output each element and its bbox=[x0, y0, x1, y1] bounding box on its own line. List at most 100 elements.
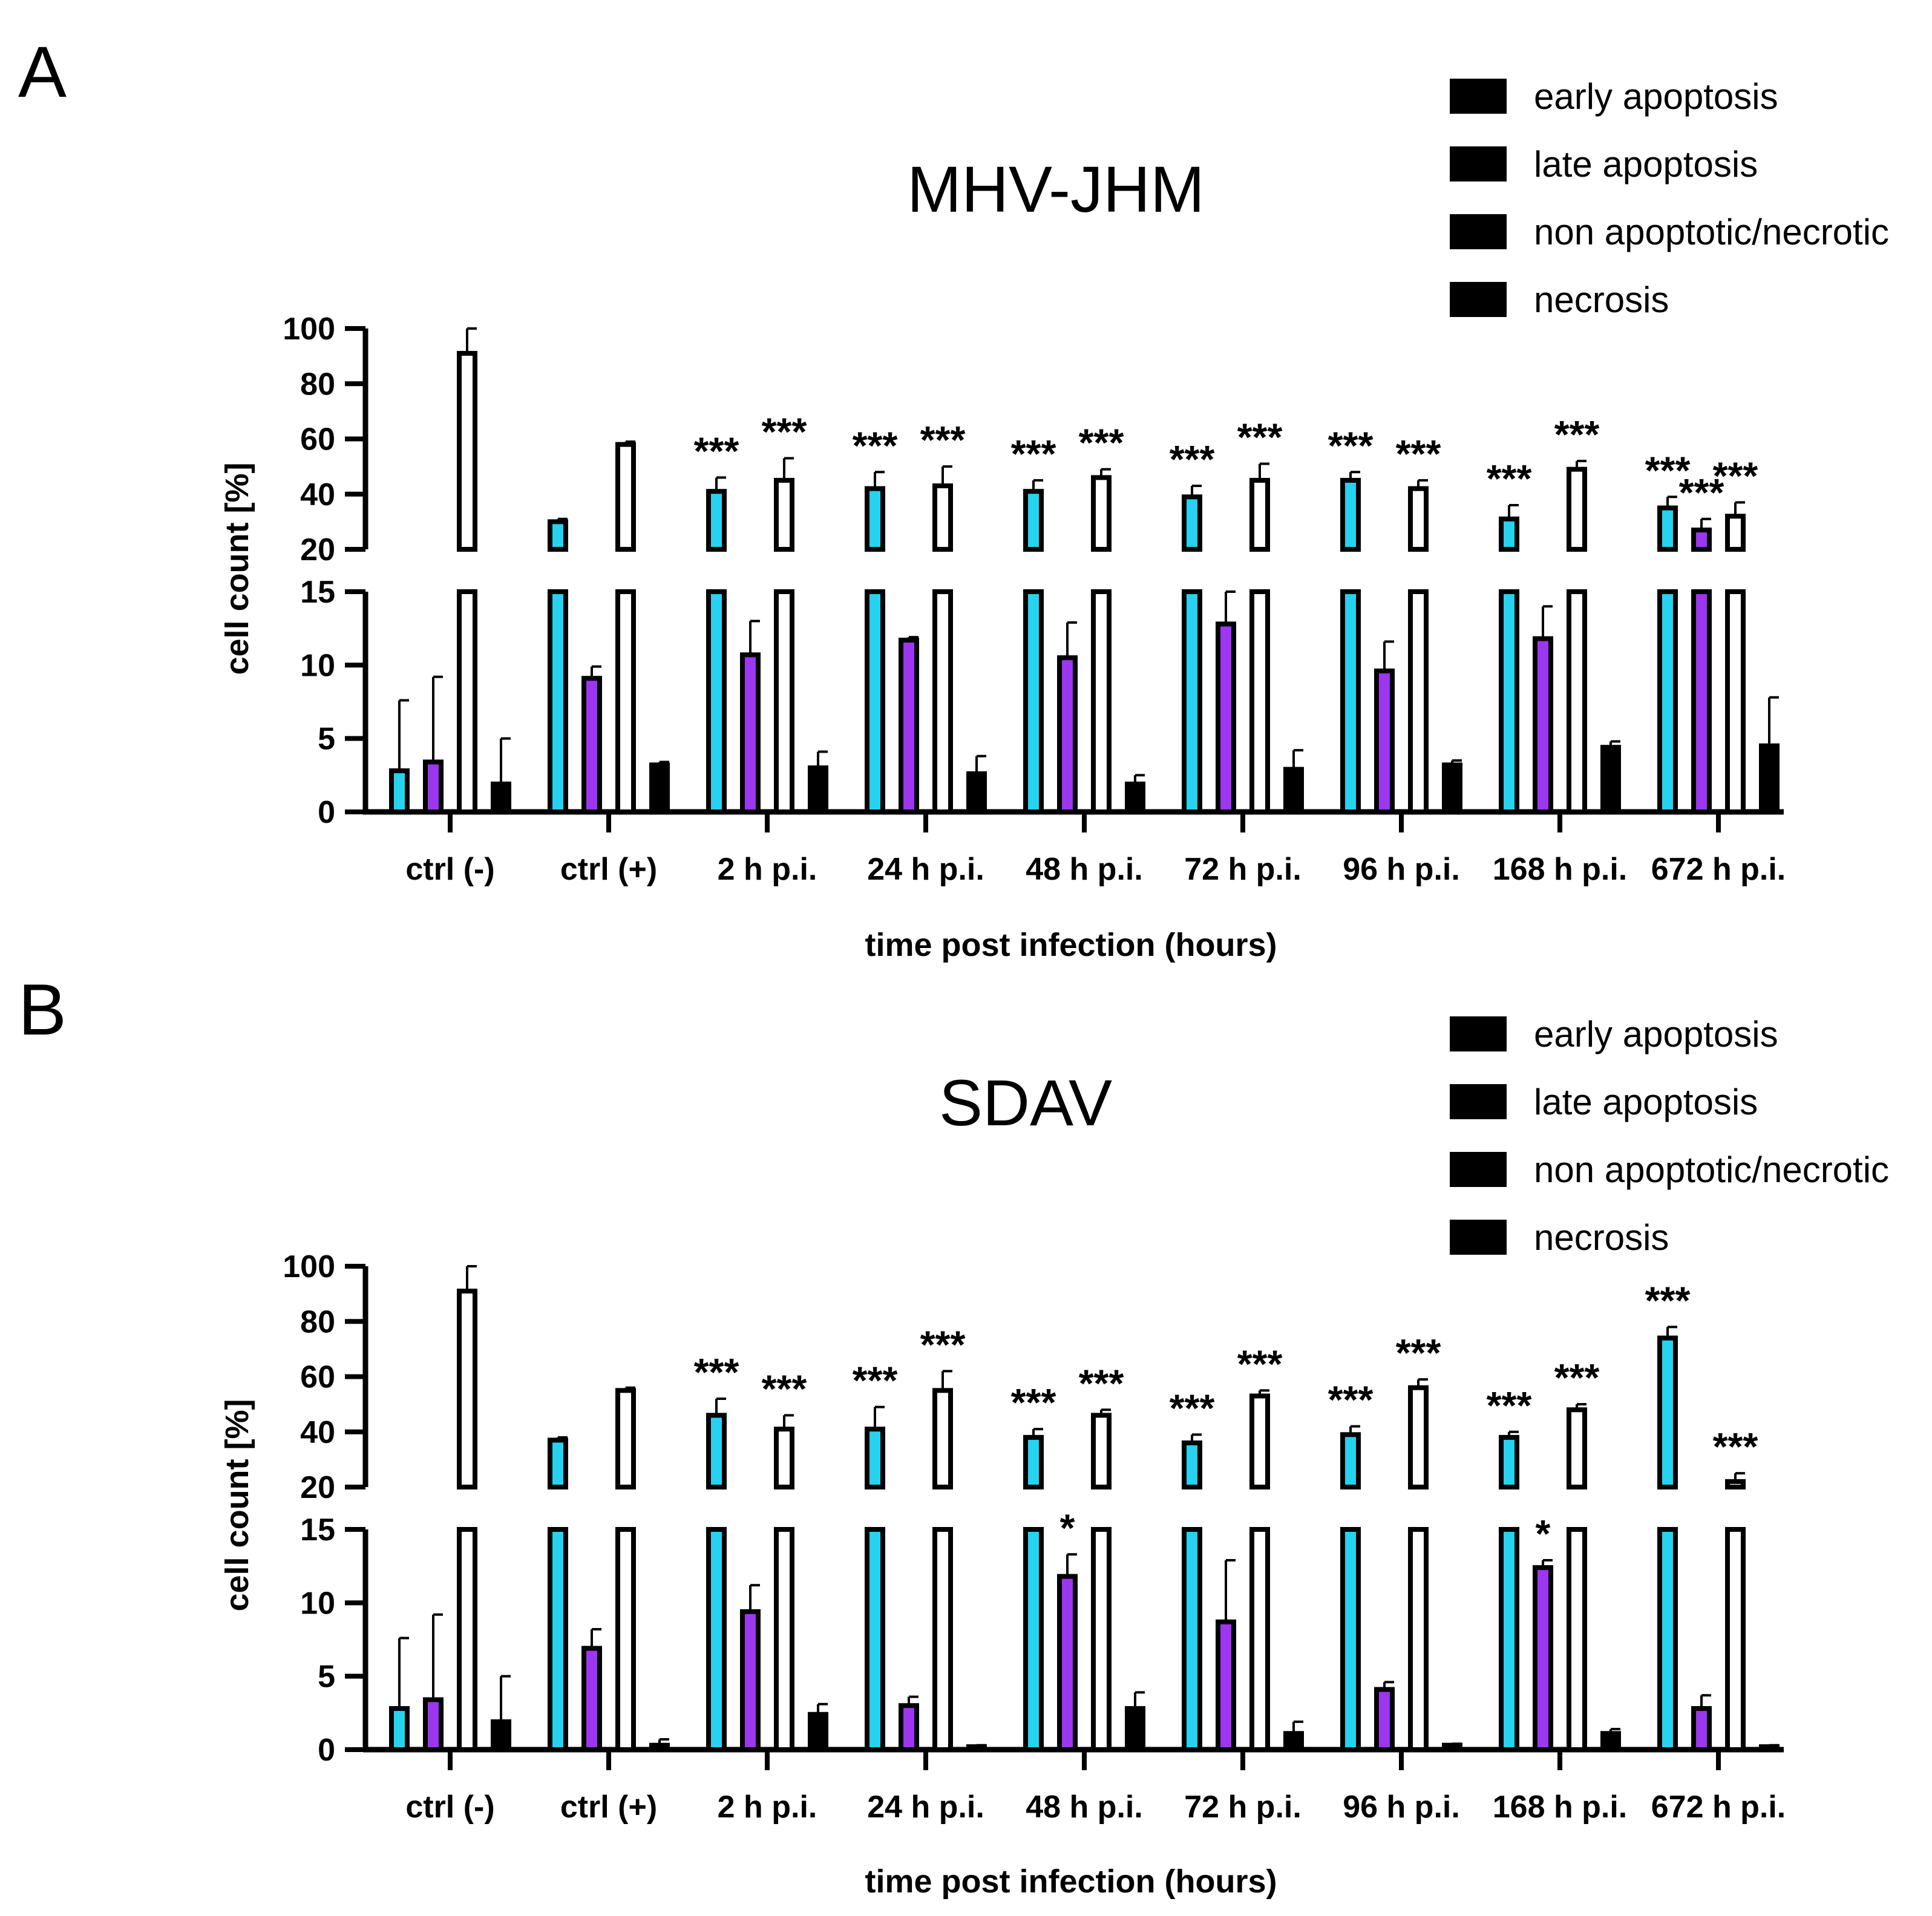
significance-marker: * bbox=[1536, 1512, 1551, 1555]
bar-early-apoptosis bbox=[1657, 589, 1678, 814]
y-tick-label: 0 bbox=[318, 795, 335, 830]
category-label: 2 h p.i. bbox=[718, 1790, 817, 1825]
legend-label-early-apoptosis: early apoptosis bbox=[1534, 1014, 1778, 1054]
bar-early-apoptosis-upper bbox=[548, 1437, 568, 1489]
bar-early-apoptosis bbox=[865, 589, 885, 814]
bar-early-apoptosis bbox=[1182, 1527, 1202, 1752]
bar-early-apoptosis-upper bbox=[1657, 505, 1678, 552]
bar-necrosis bbox=[1600, 745, 1621, 815]
bar-non-apoptotic-necrotic bbox=[1408, 1527, 1429, 1752]
significance-marker: *** bbox=[1328, 1378, 1374, 1422]
bar-late-apoptosis bbox=[740, 652, 761, 814]
y-tick-label: 60 bbox=[300, 422, 335, 457]
bar-late-apoptosis bbox=[1533, 636, 1553, 814]
category-label: 168 h p.i. bbox=[1493, 1790, 1628, 1825]
bar-early-apoptosis bbox=[1340, 589, 1361, 814]
bar-non-apoptotic-necrotic-upper bbox=[615, 442, 636, 552]
bar-late-apoptosis bbox=[1216, 621, 1236, 815]
bar-late-apoptosis bbox=[740, 1609, 761, 1752]
x-axis-label: time post infection (hours) bbox=[865, 927, 1277, 963]
legend-label-early-apoptosis: early apoptosis bbox=[1534, 76, 1778, 117]
bar-late-apoptosis bbox=[581, 676, 602, 814]
bar-early-apoptosis bbox=[1340, 1527, 1361, 1752]
significance-marker: *** bbox=[1079, 421, 1124, 465]
legend-label-non-apoptotic-necrotic: non apoptotic/necrotic bbox=[1534, 1149, 1889, 1190]
category-label: 168 h p.i. bbox=[1493, 852, 1628, 887]
bar-early-apoptosis-upper bbox=[1499, 516, 1519, 552]
y-tick-label: 10 bbox=[300, 1586, 335, 1621]
category-label: 2 h p.i. bbox=[718, 852, 817, 887]
legend-swatch-non-apoptotic-necrotic bbox=[1450, 214, 1507, 249]
significance-marker: *** bbox=[694, 1350, 739, 1394]
bar-early-apoptosis-upper bbox=[1340, 1432, 1361, 1489]
category-label: 672 h p.i. bbox=[1651, 1790, 1786, 1825]
y-axis-label: cell count [%] bbox=[219, 462, 255, 675]
bar-non-apoptotic-necrotic bbox=[1249, 589, 1270, 814]
y-tick-label: 5 bbox=[318, 722, 335, 757]
y-tick-label: 15 bbox=[300, 575, 335, 610]
y-tick-label: 20 bbox=[300, 532, 335, 567]
bar-necrosis bbox=[491, 1719, 511, 1752]
bar-non-apoptotic-necrotic bbox=[774, 589, 794, 814]
bar-necrosis bbox=[966, 771, 987, 814]
significance-marker: *** bbox=[1487, 1384, 1532, 1427]
bar-non-apoptotic-necrotic-upper bbox=[932, 1388, 953, 1489]
bar-necrosis bbox=[1759, 1744, 1780, 1753]
bar-non-apoptotic-necrotic-upper bbox=[1091, 1413, 1112, 1489]
significance-marker: *** bbox=[762, 410, 807, 453]
bar-non-apoptotic-necrotic-upper bbox=[1567, 1407, 1587, 1489]
y-tick-label: 40 bbox=[300, 477, 335, 512]
bar-non-apoptotic-necrotic bbox=[1408, 589, 1429, 814]
bar-early-apoptosis bbox=[706, 589, 727, 814]
significance-marker: *** bbox=[920, 418, 966, 462]
significance-marker: *** bbox=[853, 423, 898, 467]
significance-marker: *** bbox=[1487, 457, 1532, 500]
bar-early-apoptosis bbox=[548, 1527, 568, 1752]
legend-swatch-necrosis bbox=[1450, 282, 1507, 317]
bar-early-apoptosis-upper bbox=[1499, 1434, 1519, 1489]
bar-late-apoptosis bbox=[1691, 1706, 1712, 1752]
bar-non-apoptotic-necrotic bbox=[932, 1527, 953, 1752]
bar-non-apoptotic-necrotic-upper bbox=[457, 351, 477, 552]
bar-non-apoptotic-necrotic bbox=[457, 1527, 477, 1752]
y-axis-label: cell count [%] bbox=[219, 1399, 255, 1611]
significance-marker: *** bbox=[1396, 1331, 1441, 1375]
significance-marker: *** bbox=[1328, 423, 1374, 467]
y-tick-label: 80 bbox=[300, 367, 335, 402]
bar-necrosis bbox=[1600, 1731, 1621, 1752]
significance-marker: *** bbox=[1011, 432, 1056, 476]
significance-marker: *** bbox=[1079, 1361, 1124, 1405]
legend-label-necrosis: necrosis bbox=[1534, 280, 1669, 320]
axis-break-gap bbox=[362, 1492, 369, 1525]
bar-non-apoptotic-necrotic-upper bbox=[615, 1388, 636, 1489]
chart-title: MHV-JHM bbox=[907, 152, 1205, 226]
category-label: 96 h p.i. bbox=[1343, 852, 1460, 887]
y-tick-label: 60 bbox=[300, 1360, 335, 1395]
bar-necrosis bbox=[649, 762, 670, 815]
bar-non-apoptotic-necrotic bbox=[1091, 589, 1112, 814]
legend-swatch-early-apoptosis bbox=[1450, 79, 1507, 114]
bar-early-apoptosis-upper bbox=[1340, 477, 1361, 552]
bar-late-apoptosis bbox=[423, 1697, 444, 1753]
y-tick-label: 40 bbox=[300, 1415, 335, 1450]
plot-area: 0 5 10 15 20 40 60 80 100 ctrl (-) ctrl (+) 2 h p.i… bbox=[283, 312, 1786, 887]
significance-marker: *** bbox=[1396, 432, 1441, 476]
bar-necrosis bbox=[1125, 781, 1145, 814]
bar-late-apoptosis bbox=[1057, 1574, 1078, 1752]
bar-necrosis bbox=[966, 1744, 987, 1753]
bar-necrosis bbox=[1283, 1731, 1304, 1752]
bar-late-apoptosis bbox=[1057, 655, 1078, 814]
significance-marker: *** bbox=[1011, 1381, 1056, 1424]
significance-marker: *** bbox=[1554, 413, 1600, 456]
bar-non-apoptotic-necrotic-upper bbox=[774, 477, 794, 552]
significance-marker: *** bbox=[1713, 454, 1758, 497]
bar-non-apoptotic-necrotic-upper bbox=[1725, 1479, 1746, 1489]
bar-necrosis bbox=[808, 765, 828, 814]
panel-letter: A bbox=[18, 31, 67, 113]
bar-late-apoptosis bbox=[423, 759, 444, 814]
bar-non-apoptotic-necrotic bbox=[932, 589, 953, 814]
bar-early-apoptosis bbox=[389, 1706, 410, 1752]
bar-late-apoptosis bbox=[899, 638, 919, 814]
bar-necrosis bbox=[1125, 1706, 1145, 1752]
y-tick-label: 5 bbox=[318, 1659, 335, 1695]
